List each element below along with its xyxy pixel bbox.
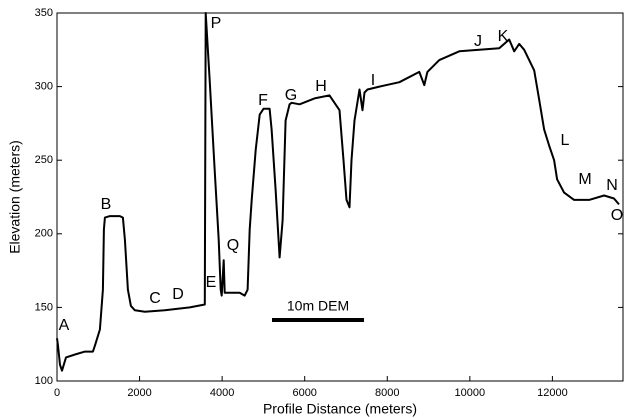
y-axis-label: Elevation (meters) xyxy=(7,140,23,254)
x-tick-label: 10000 xyxy=(455,387,486,399)
annotation: L xyxy=(561,132,570,149)
annotation: A xyxy=(59,317,70,334)
x-tick-label: 2000 xyxy=(127,387,151,399)
annotation: B xyxy=(101,196,112,213)
y-tick-label: 150 xyxy=(35,301,53,313)
annotation: J xyxy=(474,33,482,50)
x-axis-label: Profile Distance (meters) xyxy=(263,401,417,417)
x-tick-label: 6000 xyxy=(292,387,316,399)
y-tick-label: 250 xyxy=(35,154,53,166)
annotation: M xyxy=(578,171,591,188)
annotation: G xyxy=(285,87,297,104)
annotation: E xyxy=(206,274,217,291)
annotation: K xyxy=(498,28,509,45)
y-tick-label: 100 xyxy=(35,375,53,387)
y-tick-label: 350 xyxy=(35,7,53,19)
annotation: Q xyxy=(227,237,239,254)
x-tick-label: 8000 xyxy=(375,387,399,399)
plot-frame xyxy=(56,12,624,382)
annotation: P xyxy=(211,15,222,32)
x-tick-label: 4000 xyxy=(210,387,234,399)
annotation: D xyxy=(172,286,184,303)
y-tick-label: 200 xyxy=(35,228,53,240)
annotation: O xyxy=(611,207,623,224)
annotation: F xyxy=(258,92,268,109)
annotation: N xyxy=(606,177,618,194)
y-tick-label: 300 xyxy=(35,81,53,93)
x-tick-label: 12000 xyxy=(537,387,568,399)
x-tick-label: 0 xyxy=(54,387,60,399)
annotation: C xyxy=(149,290,161,307)
scale-bar-label: 10m DEM xyxy=(287,298,349,314)
annotation: I xyxy=(371,72,375,89)
annotation: H xyxy=(315,78,327,95)
profile-line xyxy=(56,12,620,372)
